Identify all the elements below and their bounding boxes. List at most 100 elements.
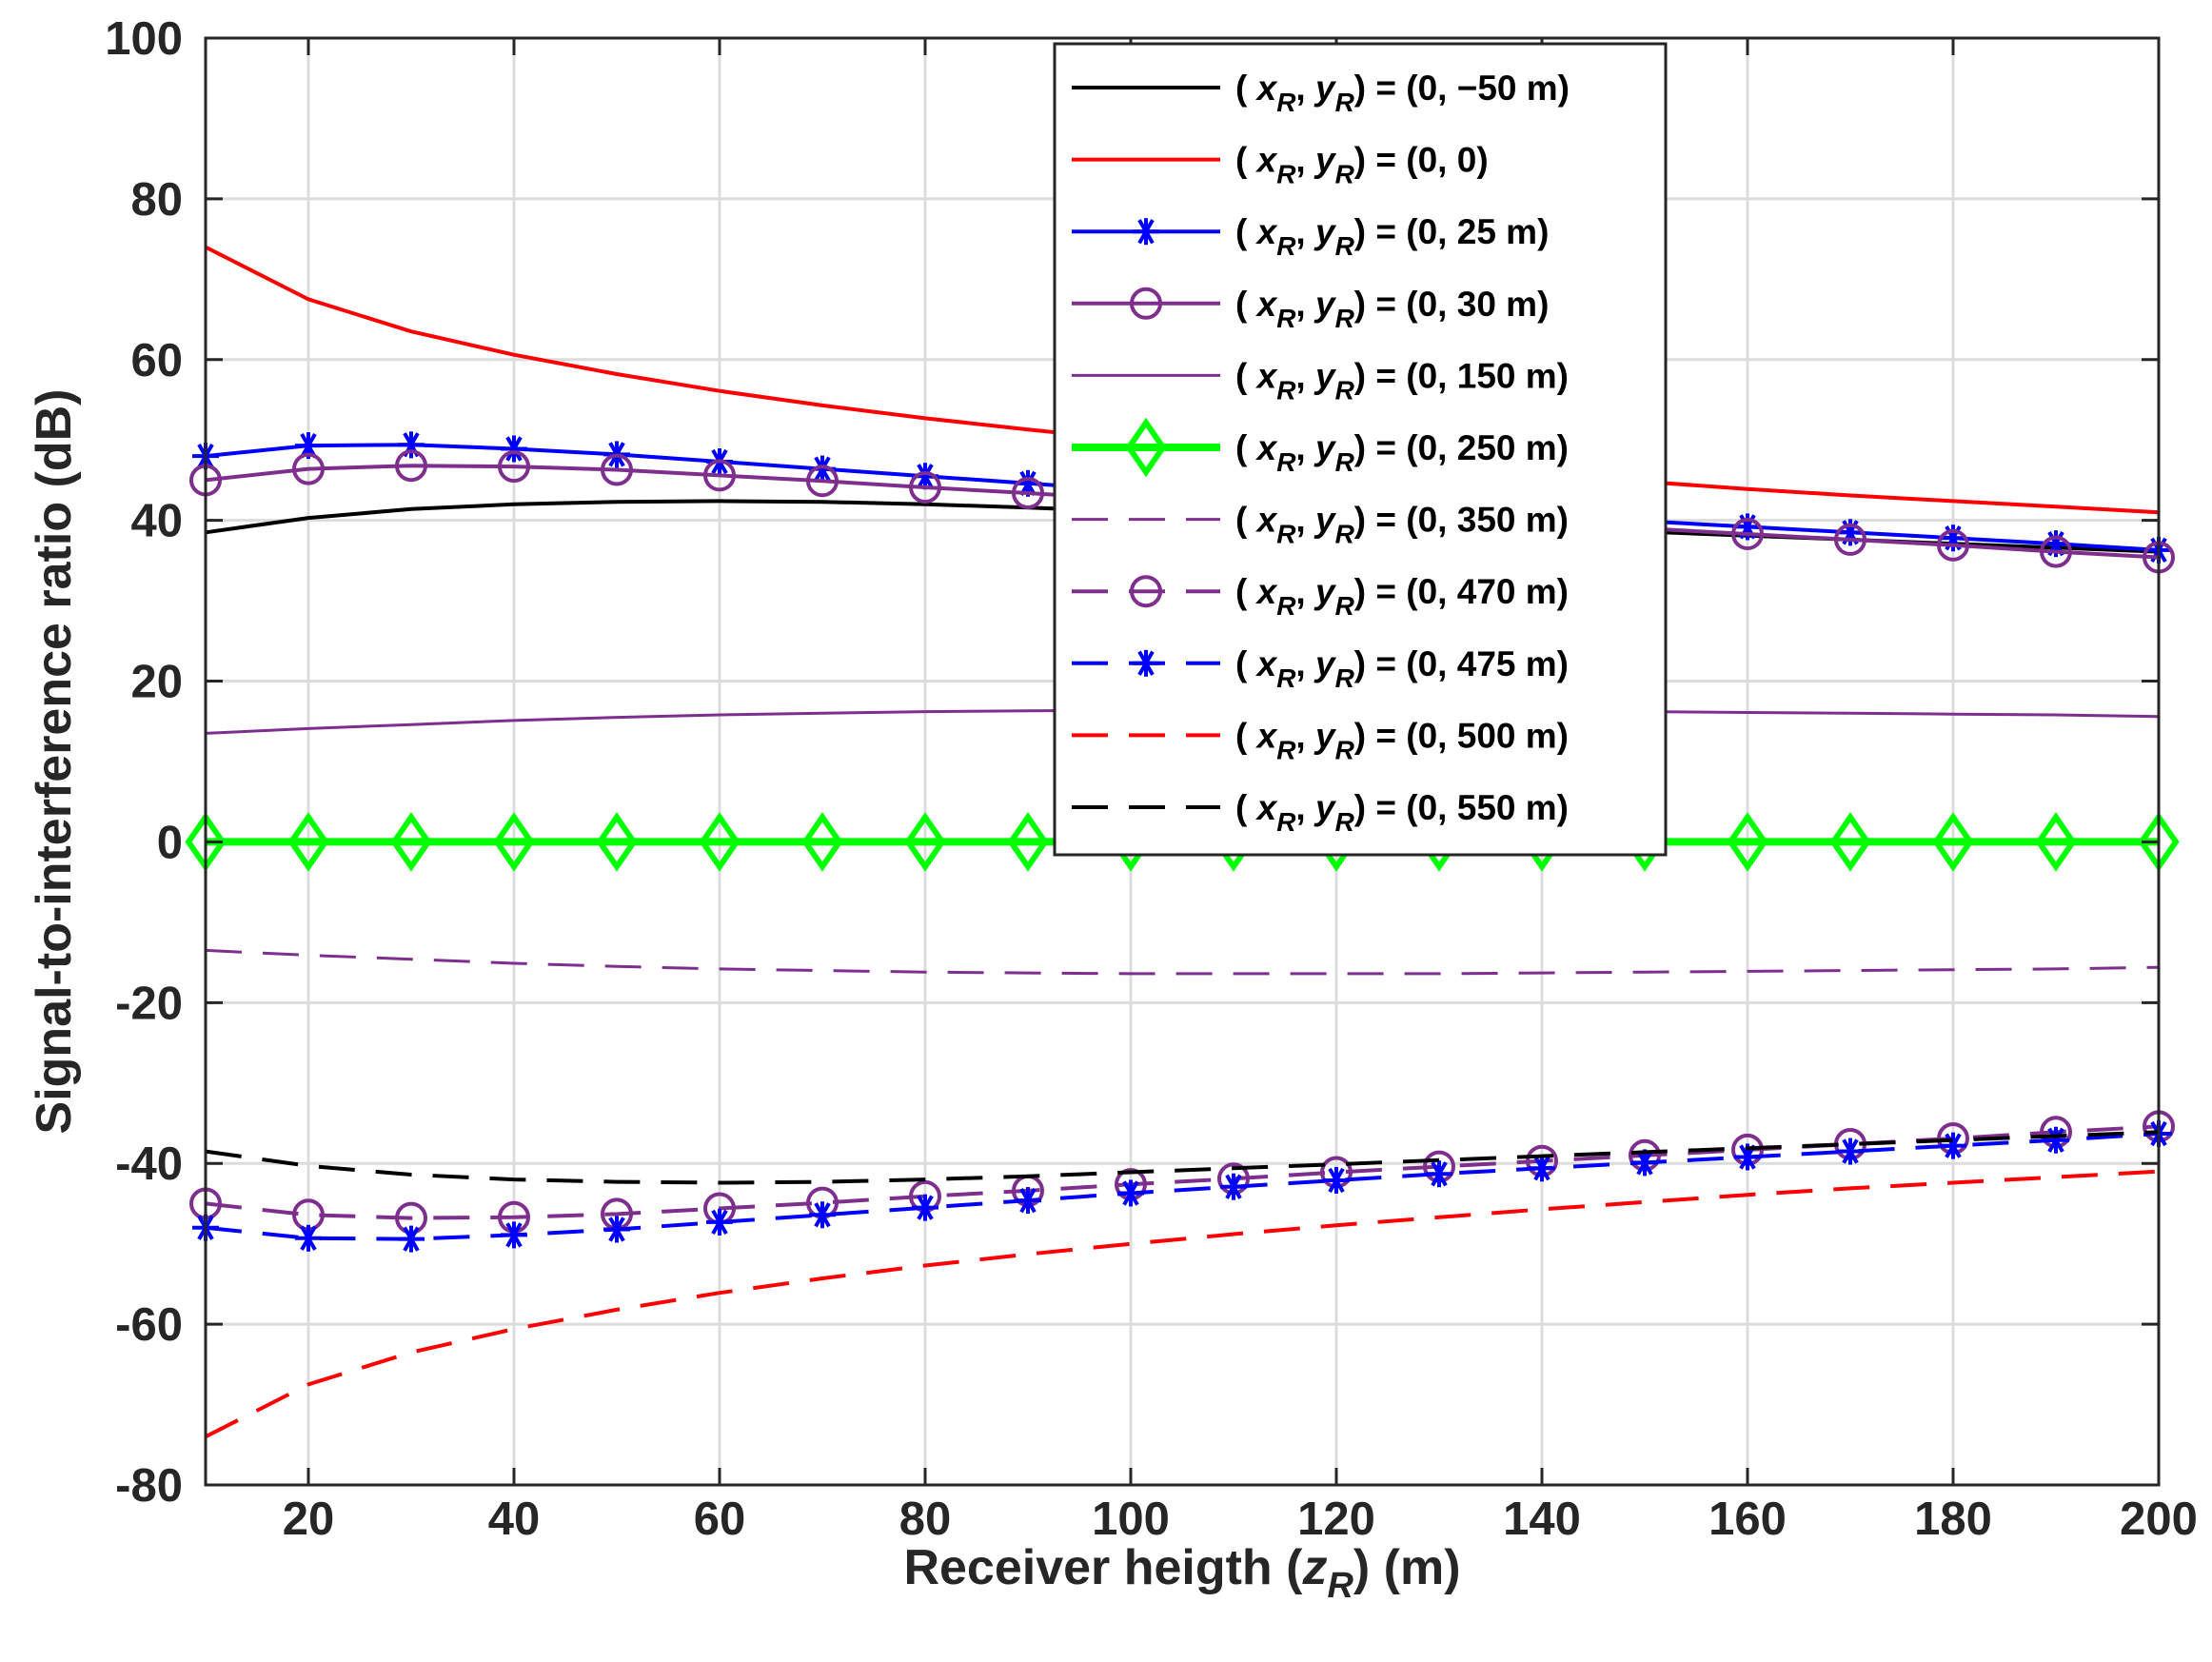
x-axis-label-var: z <box>1301 1540 1327 1595</box>
y-tick-label: -20 <box>115 978 183 1029</box>
legend-entry: ( xR, yR) = (0, 550 m) <box>1072 788 1569 837</box>
legend-label: ( xR, yR) = (0, 470 m) <box>1235 572 1569 621</box>
legend-entry: ( xR, yR) = (0, 470 m) <box>1072 572 1569 621</box>
legend-label: ( xR, yR) = (0, 150 m) <box>1235 356 1569 405</box>
data-point-marker <box>2043 1126 2069 1154</box>
x-axis-ticks: 20 40 60 80 100 120 140 160 180 200 <box>283 38 2198 1545</box>
data-point-marker <box>806 465 839 498</box>
x-tick-label: 120 <box>1297 1494 1375 1545</box>
data-point-marker <box>1731 518 1764 551</box>
legend-marker-sample <box>1130 287 1162 320</box>
x-tick-label: 180 <box>1914 1494 1992 1545</box>
y-tick-label: 100 <box>105 13 183 65</box>
y-tick-label: 40 <box>130 496 183 547</box>
data-point-marker <box>601 453 633 486</box>
legend-label: ( xR, yR) = (0, 475 m) <box>1235 644 1569 693</box>
legend-entry: ( xR, yR) = (0, 150 m) <box>1072 356 1569 405</box>
y-tick-label: -80 <box>115 1460 183 1512</box>
data-point-marker <box>292 452 325 485</box>
data-point-marker <box>1829 812 1871 872</box>
data-point-marker <box>398 1225 425 1253</box>
data-point-marker <box>295 432 322 460</box>
legend-entry: ( xR, yR) = (0, −50 m) <box>1072 69 1570 117</box>
data-point-marker <box>390 812 432 872</box>
data-point-marker <box>809 455 836 483</box>
data-point-marker <box>703 459 736 492</box>
legend-label: ( xR, yR) = (0, 500 m) <box>1235 716 1569 764</box>
legend-entry: ( xR, yR) = (0, 30 m) <box>1072 285 1549 333</box>
data-point-marker <box>912 1194 938 1221</box>
data-point-marker <box>501 1221 527 1249</box>
data-point-marker <box>1937 528 1969 562</box>
legend-entry: ( xR, yR) = (0, 0) <box>1072 141 1489 189</box>
legend-label: ( xR, yR) = (0, 0) <box>1235 141 1489 189</box>
data-point-marker <box>395 449 427 483</box>
legend-label: ( xR, yR) = (0, 25 m) <box>1235 212 1549 261</box>
legend-marker-sample <box>1130 575 1162 608</box>
data-point-marker <box>2035 812 2077 872</box>
series-line <box>205 1169 2160 1439</box>
data-point-marker <box>603 1216 630 1243</box>
data-point-marker <box>1117 1179 1144 1207</box>
y-tick-label: 60 <box>130 335 183 386</box>
x-axis-label-sub: R <box>1327 1566 1353 1606</box>
data-point-marker <box>1007 812 1049 872</box>
data-point-marker <box>1529 1155 1555 1182</box>
legend-label: ( xR, yR) = (0, 550 m) <box>1235 788 1569 837</box>
series-7 <box>205 948 2160 976</box>
y-axis-ticks: -80 -60 -40 -20 0 20 40 60 80 100 <box>105 13 2159 1512</box>
y-tick-label: 0 <box>157 817 183 868</box>
x-tick-label: 20 <box>283 1494 335 1545</box>
series-10 <box>205 1169 2160 1439</box>
series-9 <box>192 1119 2172 1253</box>
data-point-marker <box>904 812 946 872</box>
data-point-marker <box>801 812 843 872</box>
data-point-marker <box>909 471 941 505</box>
legend-marker-sample <box>1133 649 1159 677</box>
legend-label: ( xR, yR) = (0, 350 m) <box>1235 501 1569 549</box>
legend: ( xR, yR) = (0, −50 m) ( xR, yR) = (0, 0)… <box>1053 42 1668 857</box>
x-tick-label: 60 <box>694 1494 746 1545</box>
data-point-marker <box>498 450 530 484</box>
legend-label: ( xR, yR) = (0, 250 m) <box>1235 428 1569 477</box>
data-point-marker <box>699 812 741 872</box>
data-point-marker <box>1727 812 1768 872</box>
y-tick-label: 80 <box>130 174 183 226</box>
series-line <box>205 1130 2160 1185</box>
legend-label: ( xR, yR) = (0, 30 m) <box>1235 285 1549 333</box>
data-point-marker <box>1015 1187 1041 1215</box>
data-point-marker <box>1834 523 1866 556</box>
data-point-marker <box>1012 476 1044 509</box>
x-tick-label: 200 <box>2120 1494 2198 1545</box>
data-point-marker <box>1940 1132 1966 1159</box>
plot-area-frame <box>204 36 2161 1487</box>
data-point-marker <box>1932 812 1974 872</box>
data-point-marker <box>2040 535 2072 568</box>
y-tick-label: -60 <box>115 1299 183 1351</box>
legend-marker-sample <box>1125 417 1167 478</box>
data-point-marker <box>1220 1173 1247 1200</box>
legend-entry: ( xR, yR) = (0, 25 m) <box>1072 212 1549 261</box>
y-axis-label: Signal-to-interference ratio (dB) <box>27 389 82 1135</box>
x-axis-label-after: ) (m) <box>1353 1540 1461 1595</box>
data-point-marker <box>1426 1160 1452 1188</box>
x-axis-label-before: Receiver heigth ( <box>903 1540 1303 1595</box>
data-point-marker <box>809 1201 836 1229</box>
x-tick-label: 160 <box>1708 1494 1787 1545</box>
legend-entry: ( xR, yR) = (0, 350 m) <box>1072 501 1569 549</box>
x-tick-label: 140 <box>1503 1494 1581 1545</box>
legend-entry: ( xR, yR) = (0, 250 m) <box>1072 417 1569 478</box>
x-axis-label: Receiver heigth (zR) (m) <box>903 1540 1460 1606</box>
legend-entry: ( xR, yR) = (0, 475 m) <box>1072 644 1569 693</box>
x-tick-label: 40 <box>488 1494 541 1545</box>
data-point-marker <box>295 1224 322 1252</box>
data-point-marker <box>501 435 527 463</box>
series-11 <box>205 1130 2160 1185</box>
data-point-marker <box>706 1208 733 1236</box>
series-line <box>205 948 2160 976</box>
x-tick-label: 100 <box>1092 1494 1170 1545</box>
legend-label: ( xR, yR) = (0, −50 m) <box>1235 69 1570 117</box>
y-tick-label: 20 <box>130 657 183 708</box>
x-tick-label: 80 <box>899 1494 952 1545</box>
